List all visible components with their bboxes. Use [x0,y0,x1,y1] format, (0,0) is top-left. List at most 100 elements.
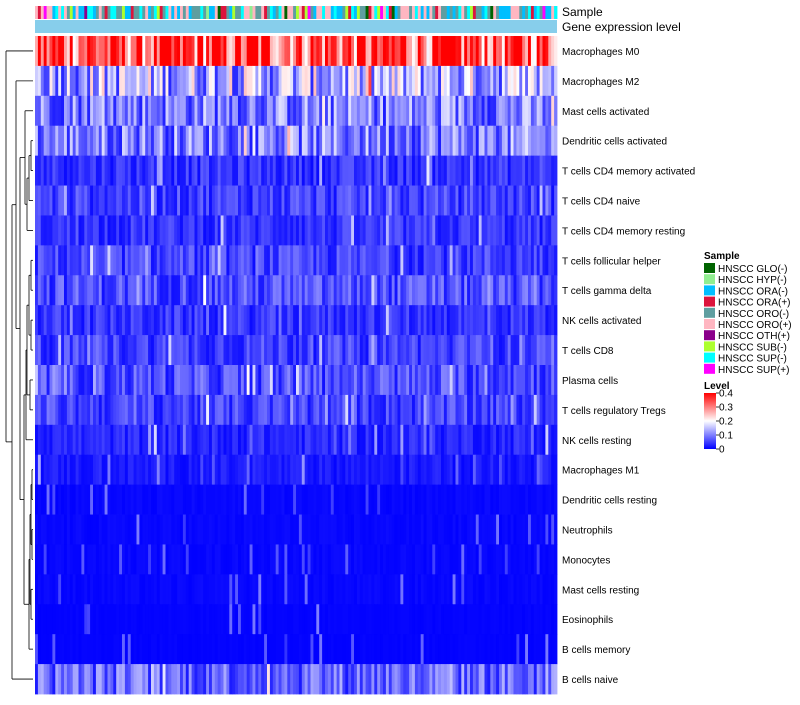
heatmap-cell [348,664,352,695]
heatmap-cell [525,215,529,246]
heatmap-cell [124,275,129,306]
heatmap-cell [252,65,256,97]
heatmap-cell [397,125,401,157]
heatmap-cell [194,365,198,396]
heatmap-cell [139,155,143,186]
heatmap-cell [197,664,201,695]
heatmap-cell [374,245,378,276]
heatmap-cell [66,245,71,276]
heatmap-cell [104,664,108,695]
heatmap-cell [287,215,291,246]
heatmap-cell [180,454,184,486]
heatmap-cell [246,634,250,665]
heatmap-cell [307,305,311,336]
heatmap-cell [269,65,274,97]
heatmap-cell [206,275,210,306]
heatmap-cell [385,275,390,306]
heatmap-cell [330,305,335,336]
heatmap-cell [301,394,306,426]
heatmap-cell [235,185,239,216]
heatmap-cell [394,514,398,545]
heatmap-cell [37,514,42,545]
heatmap-cell [487,634,491,665]
heatmap-cell [249,185,253,216]
heatmap-cell [548,335,552,366]
heatmap-cell [139,185,143,216]
heatmap-cell [478,664,482,695]
heatmap-cell [322,275,326,306]
heatmap-cell [301,335,306,366]
heatmap-cell [206,215,210,246]
heatmap-cell [322,125,326,157]
heatmap-cell [429,185,433,216]
heatmap-cell [510,275,514,306]
heatmap-cell [377,544,381,575]
heatmap-cell [124,394,129,426]
heatmap-cell [72,484,76,515]
heatmap-cell [159,544,163,575]
heatmap-cell [426,604,430,635]
heatmap-cell [339,454,343,486]
heatmap-cell [388,394,393,426]
heatmap-cell [501,335,506,366]
heatmap-cell [217,484,221,515]
heatmap-cell [69,604,74,635]
heatmap-cell [66,544,71,575]
heatmap-cell [501,394,506,426]
heatmap-cell [252,574,256,605]
heatmap-cell [37,95,42,127]
heatmap-cell [255,125,259,157]
heatmap-cell [180,424,184,456]
heatmap-cell [148,454,152,486]
heatmap-cell [229,125,233,157]
heatmap-cell [307,424,311,456]
heatmap-cell [391,454,395,486]
heatmap-cell [446,365,451,396]
heatmap-cell [275,394,279,426]
heatmap-cell [162,65,166,97]
heatmap-cell [301,604,306,635]
heatmap-cell [394,65,398,97]
heatmap-cell [124,454,129,486]
heatmap-cell [235,335,239,366]
heatmap-cell [249,634,253,665]
heatmap-cell [61,424,65,456]
heatmap-cell [525,454,529,486]
heatmap-cell [278,514,282,545]
heatmap-cell [351,634,355,665]
heatmap-cell [313,95,317,127]
heatmap-cell [284,454,288,486]
heatmap-cell [206,394,210,426]
heatmap-cell [174,95,178,127]
heatmap-cell [156,484,161,515]
heatmap-cell [513,604,517,635]
heatmap-cell [313,245,317,276]
heatmap-cell [441,275,445,306]
heatmap-cell [507,574,511,605]
heatmap-cell [55,305,59,336]
sample-track-cell [380,6,384,19]
heatmap-cell [461,484,465,515]
heatmap-cell [443,125,448,157]
heatmap-cell [438,95,442,127]
heatmap-cell [151,335,155,366]
heatmap-cell [449,305,453,336]
heatmap-cell [243,335,248,366]
heatmap-cell [220,664,224,695]
heatmap-cell [426,36,430,67]
heatmap-cell [354,574,358,605]
sample-track-cell [174,6,178,19]
heatmap-cell [214,394,219,426]
heatmap-cell [209,514,213,545]
heatmap-cell [182,245,187,276]
heatmap-cell [414,245,419,276]
heatmap-cell [130,185,134,216]
heatmap-cell [165,574,169,605]
heatmap-cell [267,305,271,336]
heatmap-cell [217,454,221,486]
heatmap-cell [478,245,482,276]
heatmap-cell [412,275,416,306]
heatmap-cell [220,454,224,486]
heatmap-cell [145,424,149,456]
heatmap-cell [528,424,532,456]
